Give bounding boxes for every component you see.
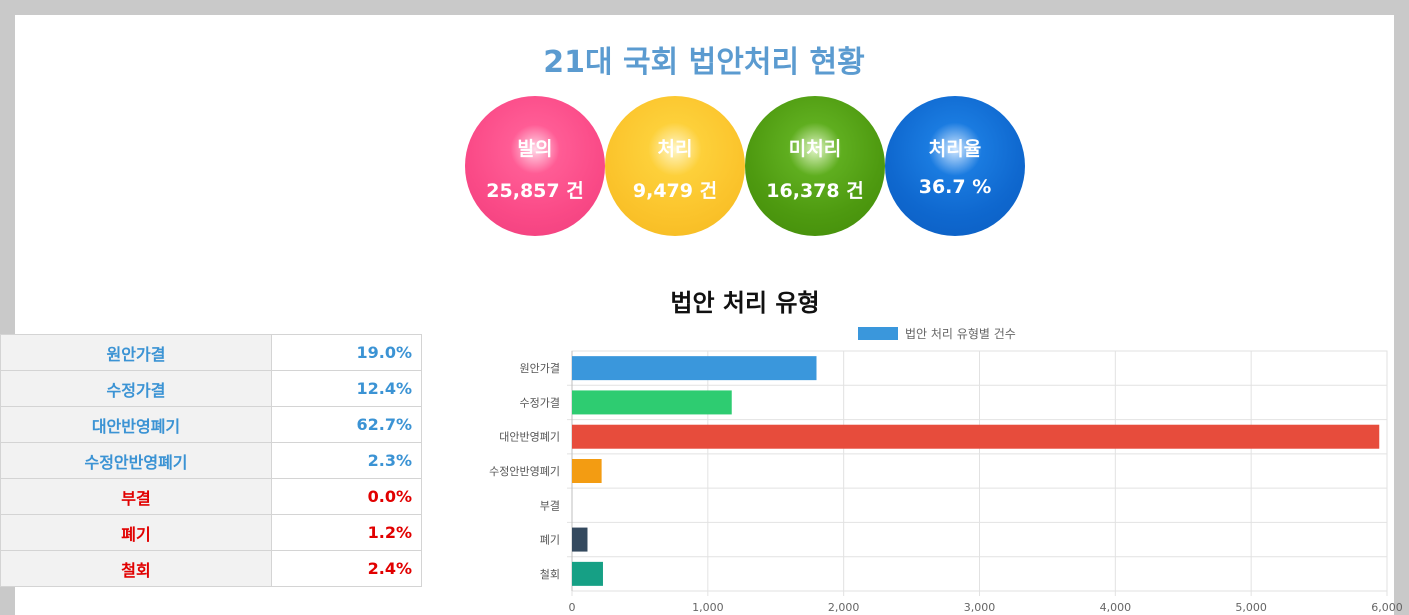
x-tick-label: 0 xyxy=(569,601,576,614)
stat-value: 25,857 건 xyxy=(486,180,584,202)
stat-value: 36.7 % xyxy=(918,176,992,198)
table-row: 수정가결 12.4% xyxy=(0,370,422,407)
table-row: 철회 2.4% xyxy=(0,550,422,587)
bar xyxy=(572,356,817,381)
type-name: 대안반영폐기 xyxy=(0,406,272,443)
x-tick-label: 1,000 xyxy=(692,601,724,614)
y-tick-label: 부결 xyxy=(540,499,560,512)
stat-value: 16,378 건 xyxy=(766,180,864,202)
y-tick-label: 수정안반영폐기 xyxy=(489,465,560,478)
y-tick-label: 철회 xyxy=(540,568,560,581)
type-percent: 2.4% xyxy=(271,550,422,587)
bar xyxy=(572,527,588,552)
table-row: 대안반영폐기 62.7% xyxy=(0,406,422,443)
stat-label: 처리율 xyxy=(928,138,982,160)
stat-value: 9,479 건 xyxy=(632,180,718,202)
type-percent: 2.3% xyxy=(271,442,422,479)
type-percent: 19.0% xyxy=(271,334,422,371)
bar xyxy=(572,561,603,586)
type-table: 원안가결 19.0% 수정가결 12.4% 대안반영폐기 62.7% 수정안반영… xyxy=(0,334,422,587)
table-row: 수정안반영폐기 2.3% xyxy=(0,442,422,479)
x-tick-label: 4,000 xyxy=(1100,601,1132,614)
type-name: 부결 xyxy=(0,478,272,515)
table-row: 원안가결 19.0% xyxy=(0,334,422,371)
section-title: 법안 처리 유형 xyxy=(670,289,820,317)
stat-label: 미처리 xyxy=(788,138,842,160)
type-percent: 62.7% xyxy=(271,406,422,443)
stat-unprocessed: 미처리 16,378 건 xyxy=(745,96,885,236)
y-tick-label: 수정가결 xyxy=(520,396,560,409)
y-tick-label: 원안가결 xyxy=(520,362,560,375)
table-row: 부결 0.0% xyxy=(0,478,422,515)
x-tick-label: 2,000 xyxy=(828,601,860,614)
x-tick-label: 3,000 xyxy=(964,601,996,614)
x-tick-label: 6,000 xyxy=(1371,601,1403,614)
type-name: 철회 xyxy=(0,550,272,587)
type-name: 폐기 xyxy=(0,514,272,551)
stat-rate: 처리율 36.7 % xyxy=(885,96,1025,236)
type-name: 원안가결 xyxy=(0,334,272,371)
stat-label: 처리 xyxy=(657,138,693,160)
bar-chart: 법안 처리 유형별 건수 0 1,000 2,000 3,000 4,000 5,000 6,… xyxy=(489,327,1403,614)
bar xyxy=(572,459,602,483)
page-title: 21대 국회 법안처리 현황 xyxy=(543,45,865,80)
table-row: 폐기 1.2% xyxy=(0,514,422,551)
bar xyxy=(572,424,1380,449)
x-tick-label: 5,000 xyxy=(1235,601,1267,614)
summary-stats: 발의 25,857 건 처리 9,479 건 미처리 16,378 건 처리율 … xyxy=(465,96,1025,236)
stat-processed: 처리 9,479 건 xyxy=(605,96,745,236)
legend-label: 법안 처리 유형별 건수 xyxy=(905,327,1016,341)
type-name: 수정가결 xyxy=(0,370,272,407)
legend-swatch xyxy=(858,327,898,340)
y-tick-label: 폐기 xyxy=(540,534,560,547)
stat-proposed: 발의 25,857 건 xyxy=(465,96,605,236)
stat-label: 발의 xyxy=(517,138,553,160)
bar xyxy=(572,390,732,415)
type-percent: 12.4% xyxy=(271,370,422,407)
type-percent: 1.2% xyxy=(271,514,422,551)
type-percent: 0.0% xyxy=(271,478,422,515)
type-name: 수정안반영폐기 xyxy=(0,442,272,479)
y-tick-label: 대안반영폐기 xyxy=(499,431,560,444)
